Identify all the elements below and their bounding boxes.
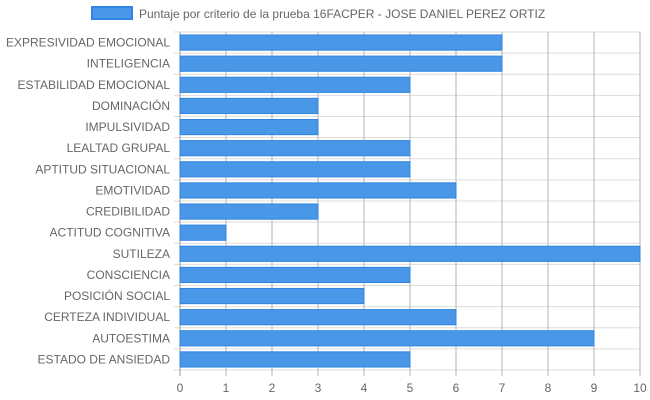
bar[interactable]: [179, 224, 227, 241]
category-label: POSICIÓN SOCIAL: [64, 288, 170, 303]
tick-label: 8: [545, 381, 552, 395]
category-label: IMPULSIVIDAD: [85, 120, 170, 134]
legend-label[interactable]: Puntaje por criterio de la prueba 16FACP…: [139, 7, 545, 21]
bar[interactable]: [179, 203, 319, 220]
x-axis-tick-labels: 0 1 2 3 4 5 6 7 8 9 10: [177, 381, 647, 395]
bar[interactable]: [179, 118, 319, 136]
bar[interactable]: [179, 76, 411, 93]
category-label: EMOTIVIDAD: [95, 183, 170, 197]
category-label: CREDIBILIDAD: [86, 205, 170, 219]
tick-label: 6: [453, 381, 460, 395]
category-label: SUTILEZA: [113, 247, 170, 261]
bar[interactable]: [179, 34, 503, 51]
bar[interactable]: [179, 140, 411, 157]
category-label: CONSCIENCIA: [87, 268, 170, 282]
legend[interactable]: Puntaje por criterio de la prueba 16FACP…: [91, 6, 545, 21]
tick-label: 3: [315, 381, 322, 395]
bar[interactable]: [179, 97, 319, 115]
bar[interactable]: [179, 266, 411, 284]
category-label: ESTADO DE ANSIEDAD: [38, 352, 171, 366]
category-label: ACTITUD COGNITIVA: [50, 226, 170, 240]
bars: [179, 34, 641, 368]
tick-label: 10: [633, 381, 647, 395]
category-label: APTITUD SITUACIONAL: [35, 162, 170, 176]
bar[interactable]: [179, 309, 457, 326]
tick-label: 7: [499, 381, 506, 395]
tick-label: 9: [591, 381, 598, 395]
bar[interactable]: [179, 287, 365, 305]
bar[interactable]: [179, 182, 457, 199]
bar[interactable]: [179, 245, 641, 262]
bar[interactable]: [179, 55, 503, 72]
tick-label: 5: [407, 381, 414, 395]
category-label: AUTOESTIMA: [92, 331, 170, 345]
category-label: LEALTAD GRUPAL: [67, 141, 171, 155]
category-label: DOMINACIÓN: [92, 98, 170, 113]
bar[interactable]: [179, 161, 411, 178]
tick-label: 2: [269, 381, 276, 395]
category-labels: EXPRESIVIDAD EMOCIONAL INTELIGENCIA ESTABI…: [6, 36, 170, 367]
category-label: INTELIGENCIA: [87, 57, 170, 71]
bar[interactable]: [179, 330, 595, 347]
tick-label: 1: [223, 381, 230, 395]
legend-swatch[interactable]: [91, 6, 133, 20]
category-label: ESTABILIDAD EMOCIONAL: [18, 78, 171, 92]
category-label: EXPRESIVIDAD EMOCIONAL: [6, 36, 170, 50]
tick-label: 0: [177, 381, 184, 395]
tick-label: 4: [361, 381, 368, 395]
category-label: CERTEZA INDIVIDUAL: [44, 310, 170, 324]
bar[interactable]: [179, 351, 411, 368]
